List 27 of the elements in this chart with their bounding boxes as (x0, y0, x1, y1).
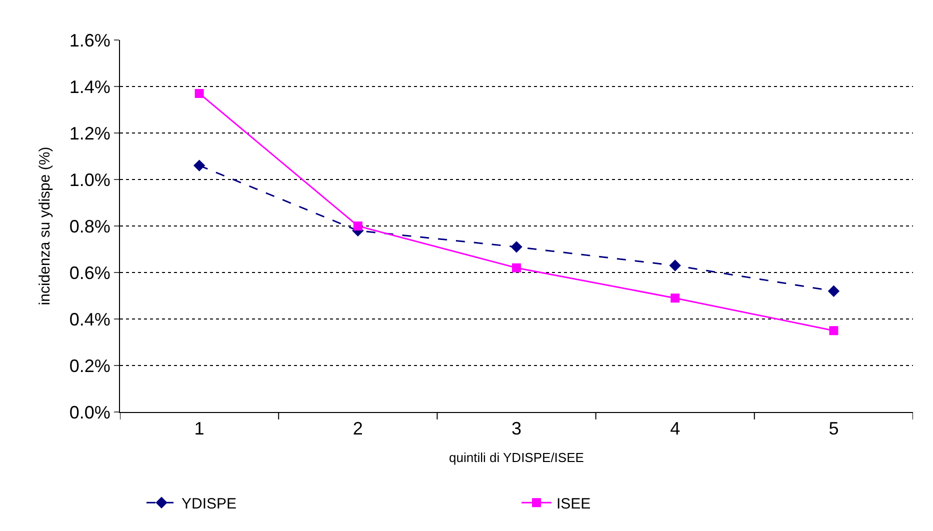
y-tick-label: 0.8% (69, 216, 110, 236)
y-axis-title: incidenza su ydispe (%) (36, 146, 54, 306)
point (512, 263, 521, 272)
x-tick-label: 4 (670, 418, 680, 439)
y-tick-label: 0.6% (69, 262, 110, 283)
point (193, 160, 206, 172)
y-tick-label: 1.2% (69, 123, 110, 144)
x-tick-label: 1 (194, 418, 204, 439)
x-tick-label: 2 (352, 418, 363, 439)
legend-label: ISEE (556, 496, 591, 512)
y-tick-label: 0.2% (69, 356, 110, 376)
point (510, 241, 522, 253)
y-tick-label: 0.0% (69, 402, 110, 422)
point (353, 222, 362, 230)
y-tick-label: 1.6% (69, 30, 110, 50)
legend-label: YDISPE (182, 496, 237, 512)
point (194, 88, 204, 98)
y-tick-label: 0.4% (69, 309, 110, 330)
y-tick-label: 1.0% (69, 170, 110, 190)
point (670, 294, 680, 303)
point (669, 260, 681, 272)
y-tick-label: 1.4% (69, 76, 110, 97)
point (829, 326, 838, 336)
point (828, 285, 840, 297)
x-axis-title: quintili di YDISPE/ISEE (449, 450, 584, 466)
x-tick-label: 3 (511, 418, 522, 439)
x-tick-label: 5 (828, 418, 839, 439)
